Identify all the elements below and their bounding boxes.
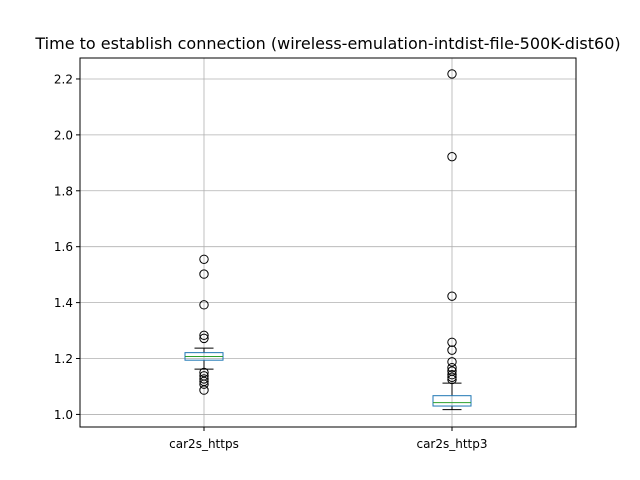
- y-tick-label: 1.2: [54, 352, 73, 366]
- y-tick-label: 2.0: [54, 128, 73, 142]
- outlier-point: [199, 269, 209, 279]
- outlier-point: [447, 151, 457, 162]
- y-tick-label: 2.2: [54, 72, 73, 86]
- outlier-point: [447, 337, 457, 347]
- iqr-box: [432, 395, 472, 407]
- y-tick-label: 1.4: [54, 296, 73, 310]
- outlier-point: [447, 374, 457, 385]
- outlier-point: [447, 345, 457, 355]
- outlier-point: [199, 367, 209, 378]
- x-tick-label: car2s_https: [169, 437, 239, 451]
- outlier-point: [199, 300, 209, 310]
- y-tick-label: 1.8: [54, 184, 73, 198]
- box-group-car2s_http3: [432, 69, 472, 411]
- outlier-point: [447, 291, 457, 301]
- box-group-car2s_https: [184, 254, 224, 395]
- outlier-point: [447, 69, 457, 79]
- outlier-point: [199, 379, 209, 389]
- chart-title: Time to establish connection (wireless-e…: [34, 34, 620, 53]
- outlier-point: [447, 372, 457, 382]
- y-tick-label: 1.0: [54, 408, 73, 422]
- y-tick-label: 1.6: [54, 240, 73, 254]
- plot-frame: [79, 57, 577, 428]
- outlier-point: [199, 254, 209, 264]
- grid-lines: [80, 58, 576, 427]
- outlier-point: [447, 370, 457, 380]
- outlier-point: [447, 363, 457, 373]
- outlier-point: [199, 330, 209, 341]
- boxes: [184, 69, 472, 411]
- axes: 1.0 1.2 1.4 1.6 1.8 2.0 2.2 car2s_https car2s_ht…: [54, 57, 577, 451]
- x-tick-label: car2s_http3: [416, 437, 487, 451]
- outlier-point: [199, 385, 209, 395]
- outlier-point: [447, 357, 457, 367]
- outlier-point: [199, 333, 209, 344]
- outlier-point: [199, 374, 209, 384]
